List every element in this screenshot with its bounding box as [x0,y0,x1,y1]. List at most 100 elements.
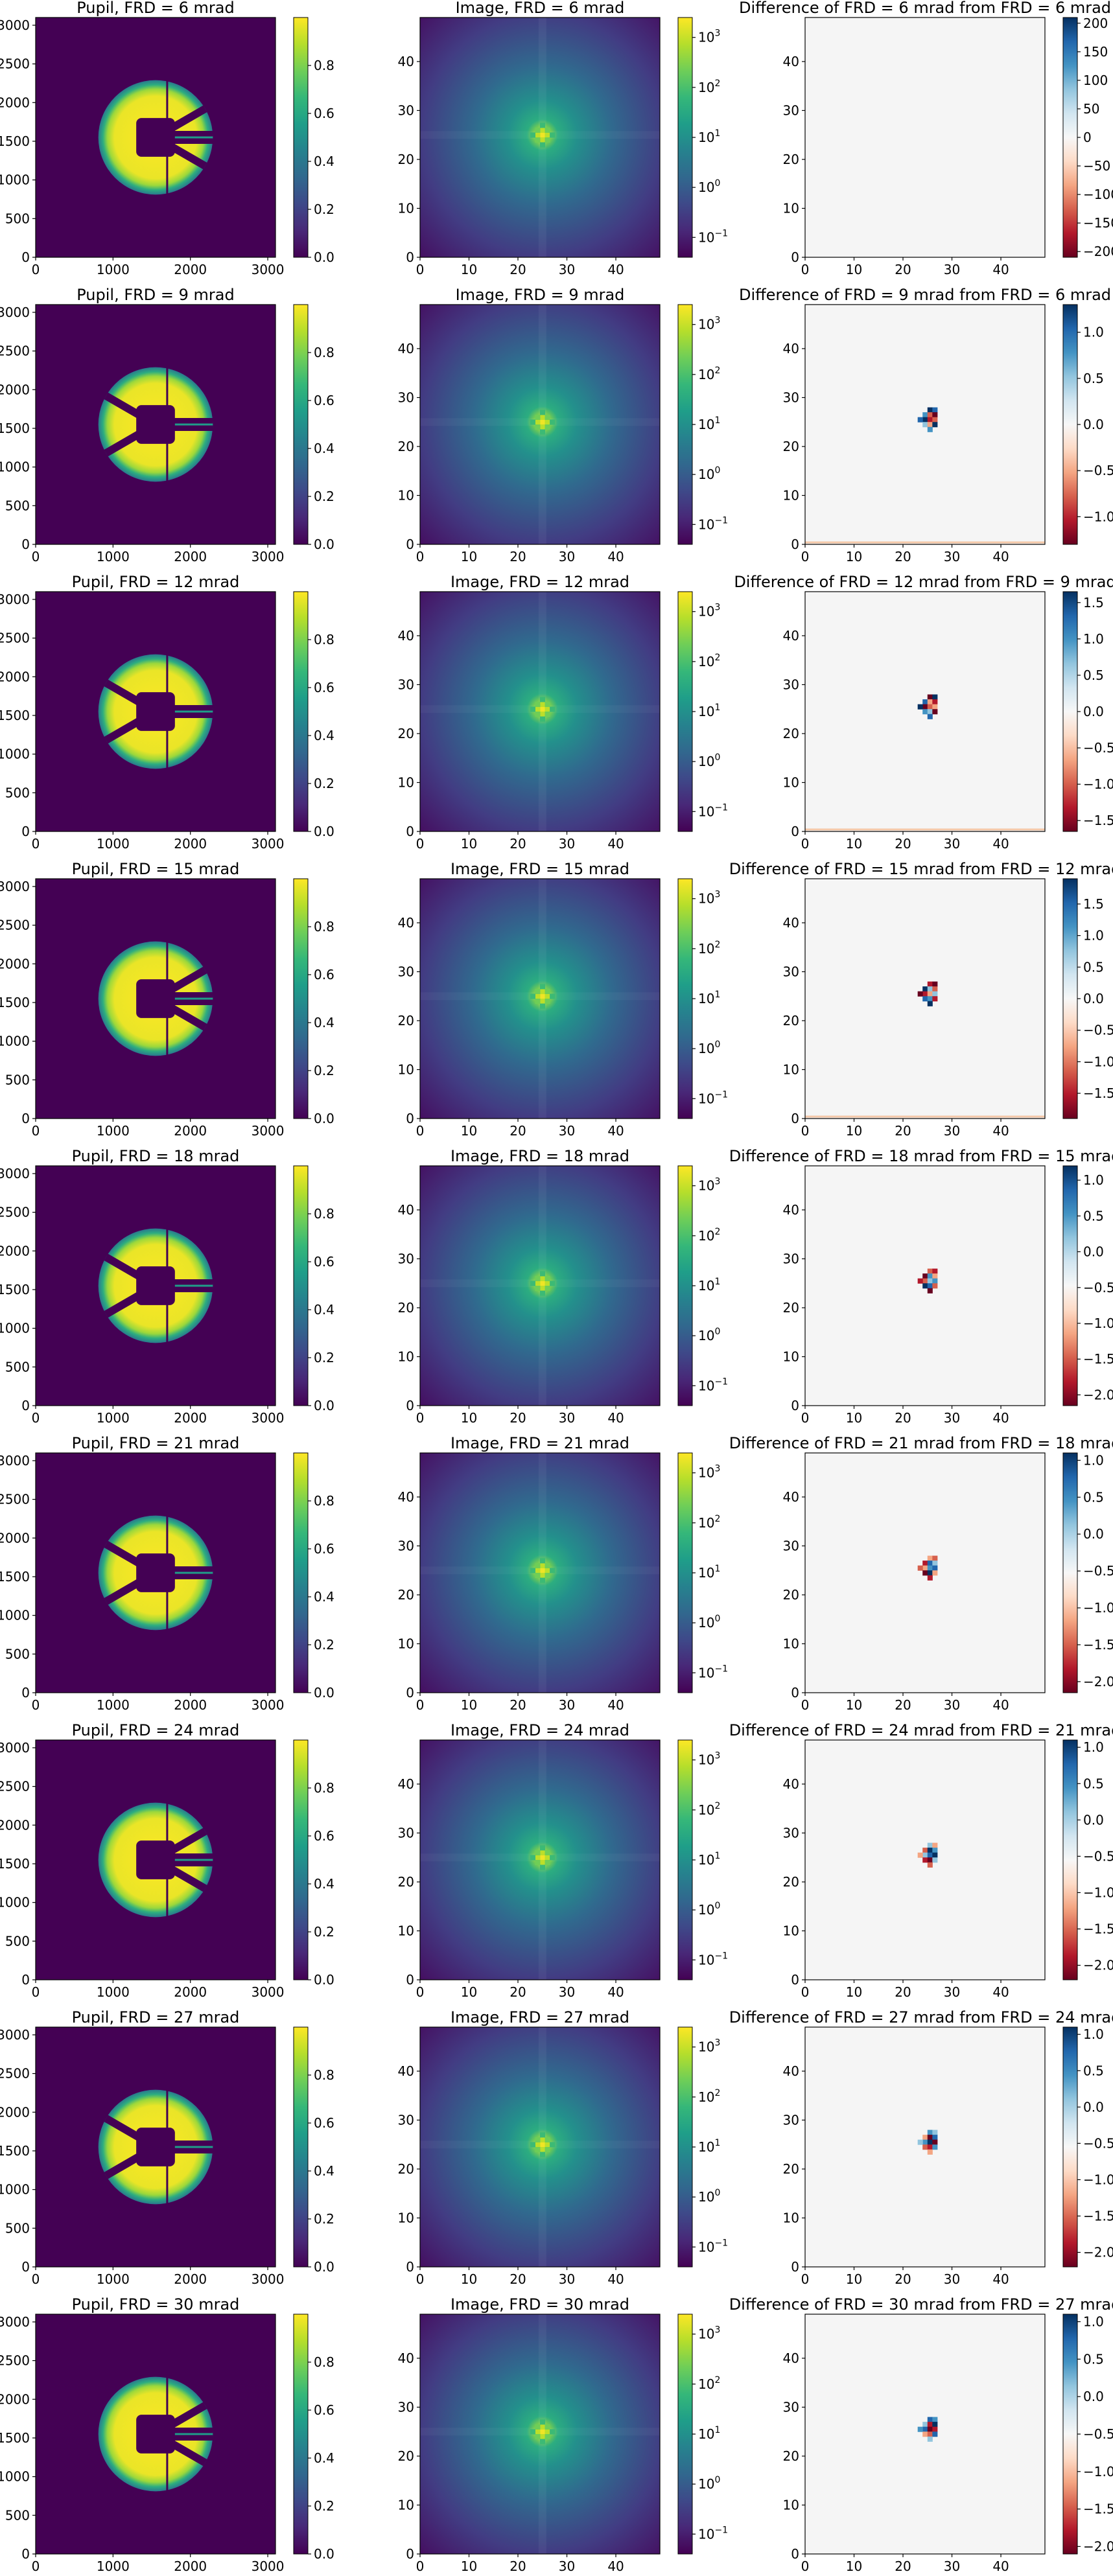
pupil-ytick-label: 0 [21,249,30,265]
diff-xtick-label: 40 [992,262,1009,277]
pupil-ytick-label: 1000 [0,2182,30,2198]
pupil-ytick-label: 1500 [0,995,30,1010]
diff-colorbar-tick-label: −1.5 [1083,1637,1113,1653]
image-core-pixel [535,988,541,994]
image-core-pixel [535,132,541,138]
image-colorbar-tick-label: 101 [698,1851,720,1868]
figure-row: 0 1000 2000 30000500100015002000250030000.0… [0,0,1113,277]
diff-pixel [922,1848,928,1853]
image-ytick-label: 20 [398,726,414,741]
diff-pixel [932,1570,938,1576]
pupil-ytick-label: 3000 [0,305,30,320]
image-core-pixel [550,2142,556,2148]
pupil-ytick-label: 2000 [0,1243,30,1259]
image-colorbar-tick-label: 103 [698,1464,720,1481]
image-ytick-label: 40 [398,1202,414,1218]
image-core-pixel [545,1573,550,1579]
diff-colorbar-tick-label: 0.5 [1083,1208,1104,1224]
diff-pixel [932,2417,938,2422]
image-ytick-label: 10 [398,774,414,790]
image-core-pixel [540,697,546,702]
diff-pixel [932,1852,938,1858]
image-core-pixel [540,999,546,1004]
diff-colorbar [1062,17,1078,258]
pupil-title: Pupil, FRD = 30 mrad [72,2295,240,2314]
image-colorbar-tick-label: 100 [698,1614,720,1630]
diff-ytick-label: 0 [791,249,799,265]
pupil-frame [35,1739,276,1980]
diff-xtick-label: 10 [846,1984,862,2000]
pupil-colorbar [293,591,309,832]
diff-pixel [927,1570,933,1576]
pupil-ytick-label: 0 [21,1111,30,1126]
image-core-pixel [545,137,550,143]
diff-xtick-label: 30 [944,2559,960,2574]
image-ytick-label: 30 [398,389,414,405]
diff-pixel [922,1283,928,1289]
image-core-pixel [540,1003,546,1009]
diff-pixel [927,1273,933,1279]
diff-ytick-label: 20 [783,1300,799,1316]
diff-ytick-label: 10 [783,1349,799,1364]
image-xtick-label: 40 [607,1410,624,1426]
image-core-pixel [535,2147,541,2153]
diff-colorbar-tick-label: −1.0 [1083,509,1113,524]
pupil-colorbar-tick-label: 0.6 [314,680,334,695]
image-core-pixel [540,1558,546,1564]
pupil-colorbar-tick-label: 0.2 [314,2211,334,2227]
diff-pixel [922,1857,928,1863]
pupil-ytick-label: 1500 [0,1282,30,1297]
image-core-pixel [550,1568,556,1573]
diff-pixel [932,986,938,992]
image-core-pixel [530,132,535,138]
diff-pixel [932,2426,938,2432]
image-frame [419,878,661,1119]
image-ytick-label: 10 [398,1923,414,1938]
pupil-xtick-label: 1000 [97,1984,130,2000]
diff-frame [804,1165,1046,1406]
diff-ytick-label: 40 [783,915,799,931]
diff-ytick-label: 40 [783,1489,799,1505]
diff-pixel [922,422,928,428]
image-colorbar-tick-label: 102 [698,2375,720,2392]
pupil-central-obscuration [136,1840,175,1879]
diff-title: Difference of FRD = 21 mrad from FRD = 1… [729,1434,1113,1452]
diff-pixel [927,1857,933,1863]
pupil-xtick-label: 2000 [174,836,207,852]
pupil-ytick-label: 2000 [0,95,30,110]
image-core-pixel [530,1281,535,1286]
pupil-colorbar [293,1739,309,1980]
image-core-pixel [540,414,546,420]
pupil-colorbar-tick-label: 0.4 [314,2163,334,2179]
pupil-colorbar-tick-label: 0.0 [314,1972,334,1988]
image-xtick-label: 40 [607,1697,624,1713]
diff-pixel [927,699,933,705]
diff-colorbar-tick-label: −0.5 [1083,1563,1113,1579]
pupil-ytick-label: 1000 [0,2469,30,2485]
pupil-ytick-label: 1500 [0,133,30,149]
image-colorbar-tick-label: 100 [698,178,720,195]
diff-pixel [922,1565,928,1571]
image-xtick-label: 0 [416,836,425,852]
diff-pixel [922,704,928,710]
image-frame [419,1452,661,1693]
diff-pixel [932,1842,938,1848]
diff-pixel [932,1848,938,1853]
diff-pixel [927,422,933,428]
image-core-pixel [540,716,546,722]
diff-pixel [922,986,928,992]
diff-ytick-label: 30 [783,102,799,118]
diff-pixel [917,417,923,423]
image-core-pixel [545,1562,550,1568]
image-colorbar-tick-label: 101 [698,1277,720,1294]
diff-colorbar-tick-label: 1.0 [1083,325,1104,340]
image-xtick-label: 10 [461,1123,477,1139]
pupil-ytick-label: 500 [5,498,30,513]
diff-xtick-label: 30 [944,262,960,277]
image-core-pixel [540,2142,546,2148]
pupil-ytick-label: 0 [21,2546,30,2562]
diff-colorbar-tick-label: 150 [1083,44,1108,60]
pupil-colorbar-tick-label: 0.8 [314,2067,334,2083]
pupil-xtick-label: 3000 [252,1410,285,1426]
pupil-ytick-label: 500 [5,1359,30,1375]
